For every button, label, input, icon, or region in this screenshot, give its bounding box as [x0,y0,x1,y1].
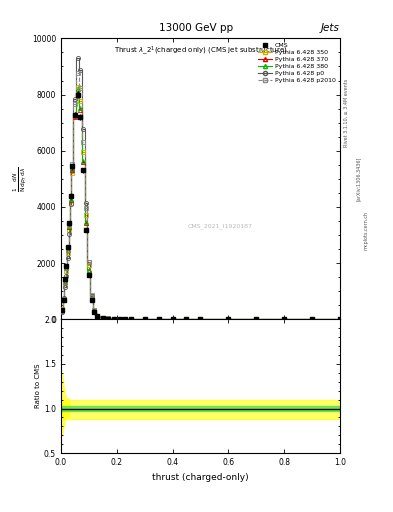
X-axis label: thrust (charged-only): thrust (charged-only) [152,473,249,482]
Legend: CMS, Pythia 6.428 350, Pythia 6.428 370, Pythia 6.428 380, Pythia 6.428 p0, Pyth: CMS, Pythia 6.428 350, Pythia 6.428 370,… [257,41,337,84]
Text: Jets: Jets [321,23,340,33]
Text: Thrust $\lambda\_2^1$(charged only) (CMS jet substructure): Thrust $\lambda\_2^1$(charged only) (CMS… [114,44,287,57]
Text: [arXiv:1306.3436]: [arXiv:1306.3436] [356,157,361,201]
Text: CMS_2021_I1920187: CMS_2021_I1920187 [187,224,252,229]
Text: Rivet 3.1.10, ≥ 3.4M events: Rivet 3.1.10, ≥ 3.4M events [344,78,349,147]
Text: mcplots.cern.ch: mcplots.cern.ch [364,211,369,250]
Text: 13000 GeV pp: 13000 GeV pp [160,23,233,33]
Y-axis label: Ratio to CMS: Ratio to CMS [35,364,41,409]
Y-axis label: $\frac{1}{\mathrm{N}}\frac{\mathrm{d}N}{\mathrm{d}p_T\,\mathrm{d}\lambda}$: $\frac{1}{\mathrm{N}}\frac{\mathrm{d}N}{… [12,166,29,191]
